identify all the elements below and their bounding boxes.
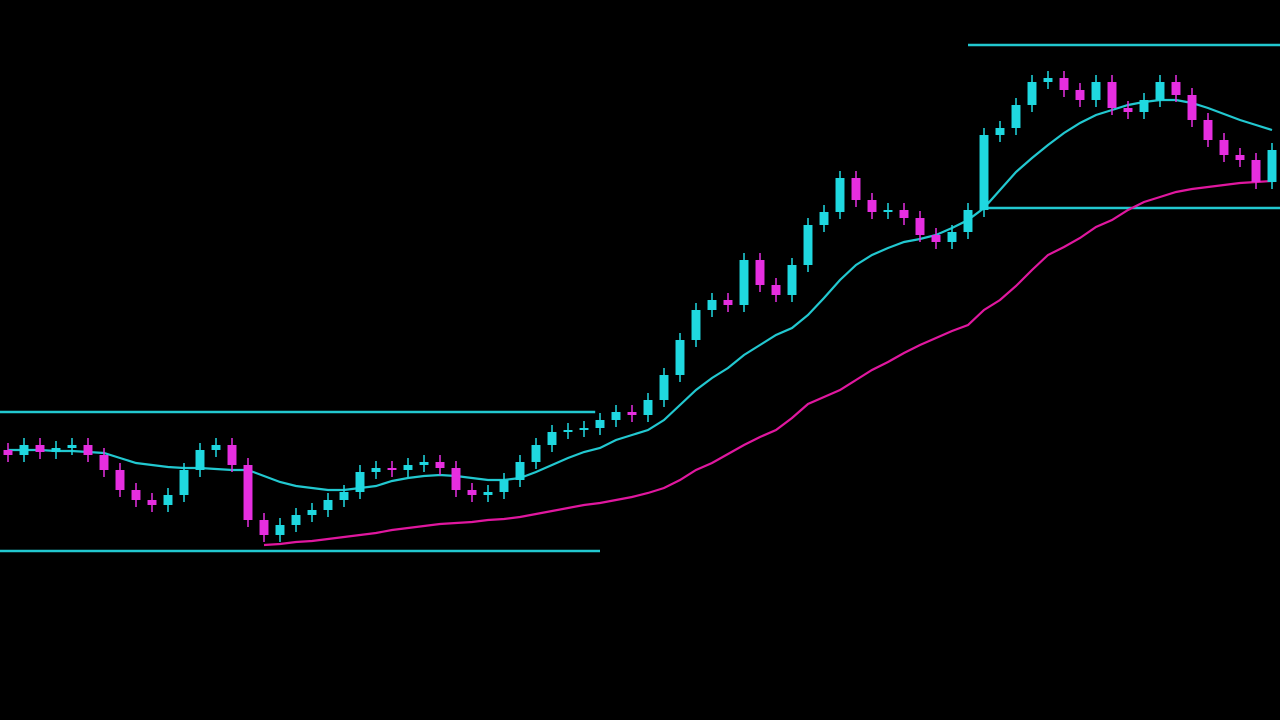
candle-body [227,445,237,465]
candle-body [1075,90,1085,100]
candle-body [83,445,93,455]
candle-body [115,470,125,490]
candle-body [931,235,941,242]
candle-body [419,462,429,465]
candle-body [643,400,653,415]
candle-body [803,225,813,265]
candle-body [3,450,13,455]
candle-body [275,525,285,535]
candle-body [1171,82,1181,95]
candle-body [627,412,637,415]
candle-body [1267,150,1277,182]
candle-body [835,178,845,212]
candle-body [707,300,717,310]
candle-body [291,515,301,525]
candle-body [1219,140,1229,155]
candle-body [579,428,589,430]
candle-body [899,210,909,218]
candle-body [995,128,1005,135]
candle-body [595,420,605,428]
candle-body [675,340,685,375]
candle-body [403,465,413,470]
candle-body [1251,160,1261,182]
candle-body [323,500,333,510]
candle-body [723,300,733,305]
candle-body [1091,82,1101,100]
candle-body [611,412,621,420]
candle-body [563,430,573,432]
candle-body [51,448,61,452]
candle-body [547,432,557,445]
candle-body [19,445,29,455]
candle-body [1011,105,1021,128]
candle-body [1059,78,1069,90]
candle-body [179,470,189,495]
moving-average-line [8,98,1273,492]
candle-body [259,520,269,535]
candle-body [1027,82,1037,105]
candle-body [787,265,797,295]
candle-body [1043,78,1053,82]
candle-body [195,450,205,470]
candle-body [531,445,541,462]
moving-average-line [263,179,1273,547]
candle-body [515,462,525,480]
candle-body [211,445,221,450]
candle-body [483,492,493,495]
candle-body [883,210,893,212]
candle-body [963,210,973,232]
candle-body [771,285,781,295]
candle-body [755,260,765,285]
candle-body [387,468,397,470]
candle-body [819,212,829,225]
candle-body [131,490,141,500]
candle-body [851,178,861,200]
candle-body [1123,108,1133,112]
candle-body [243,465,253,520]
candle-body [1203,120,1213,140]
candle-body [915,218,925,235]
candle-body [371,468,381,472]
candle-body [499,480,509,492]
candle-body [163,495,173,505]
candle-body [691,310,701,340]
candle-body [979,135,989,210]
candle-body [451,468,461,490]
candle-body [35,445,45,452]
candle-body [1155,82,1165,100]
candle-body [355,472,365,492]
candle-body [659,375,669,400]
candle-body [99,455,109,470]
candle-body [1139,100,1149,112]
candle-body [307,510,317,515]
candle-body [435,462,445,468]
candle-body [1235,155,1245,160]
candle-body [67,445,77,448]
candle-body [467,490,477,495]
candle-body [739,260,749,305]
candle-body [339,492,349,500]
candle-body [1187,95,1197,120]
candle-body [1107,82,1117,108]
candle-body [947,232,957,242]
candle-body [147,500,157,505]
candle-body [867,200,877,212]
